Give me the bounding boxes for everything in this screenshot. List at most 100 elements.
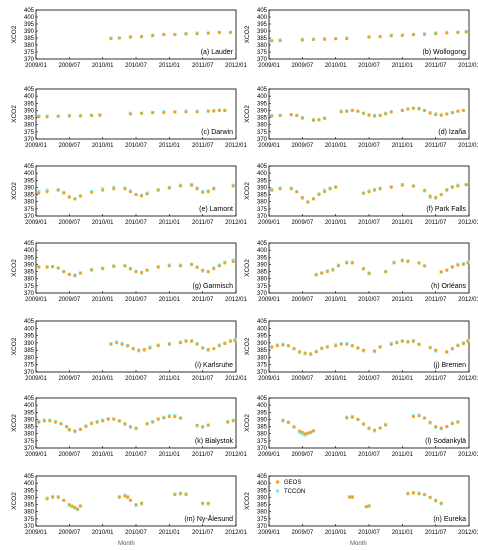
geos-point (270, 39, 274, 43)
panel-title: (k) Bialystok (195, 438, 234, 445)
x-tick-label: 2010/01 (325, 220, 347, 226)
y-tick-label: 370 (257, 57, 268, 63)
x-tick-label: 2010/01 (325, 376, 347, 382)
geos-point (117, 495, 121, 499)
geos-point (428, 420, 432, 424)
geos-point (206, 423, 210, 427)
geos-point (286, 420, 290, 424)
geos-point (320, 271, 324, 275)
geos-point (373, 188, 377, 192)
series-geos (270, 106, 465, 122)
x-tick-label: 2012/01 (225, 530, 247, 536)
geos-point (400, 108, 404, 112)
y-tick-label: 380 (24, 200, 35, 206)
geos-point (378, 113, 382, 117)
y-tick-label: 395 (24, 178, 35, 184)
geos-point (206, 270, 210, 274)
y-axis-label: XCO2 (244, 492, 251, 510)
geos-point (434, 195, 438, 199)
y-axis-label: XCO2 (11, 337, 18, 355)
geos-point (423, 264, 427, 268)
series-tccon (270, 339, 470, 357)
x-tick-label: 2010/01 (92, 452, 114, 458)
geos-point (411, 339, 415, 343)
y-tick-label: 370 (24, 137, 35, 143)
y-axis-label: XCO2 (244, 337, 251, 355)
geos-point (212, 267, 216, 271)
y-axis-label: XCO2 (11, 105, 18, 123)
geos-point (314, 350, 318, 354)
y-tick-label: 380 (257, 277, 268, 283)
geos-point (367, 190, 371, 194)
geos-point (56, 266, 60, 270)
geos-point (445, 112, 449, 116)
geos-point (417, 342, 421, 346)
geos-point (178, 416, 182, 420)
x-tick-label: 2011/01 (392, 376, 414, 382)
geos-point (140, 270, 144, 274)
geos-point (445, 188, 449, 192)
y-tick-label: 395 (24, 334, 35, 340)
x-tick-label: 2009/07 (58, 376, 80, 382)
y-tick-label: 385 (257, 36, 268, 42)
y-tick-label: 390 (24, 495, 35, 501)
x-tick-label: 2010/07 (125, 63, 147, 69)
geos-point (466, 339, 470, 343)
geos-point (450, 422, 454, 426)
geos-point (456, 30, 460, 34)
geos-point (456, 109, 460, 113)
geos-point (109, 37, 113, 41)
series-tccon (37, 414, 235, 434)
y-tick-label: 405 (257, 474, 268, 480)
geos-point (128, 425, 132, 429)
geos-point (323, 116, 327, 120)
y-tick-label: 400 (257, 171, 268, 177)
panel-title: (e) Lamont (199, 206, 233, 213)
geos-point (278, 187, 282, 191)
geos-point (345, 342, 349, 346)
geos-point (406, 260, 410, 264)
y-axis-label: XCO2 (244, 414, 251, 432)
x-tick-label: 2009/01 (25, 452, 47, 458)
geos-point (90, 113, 94, 117)
x-tick-label: 2010/07 (125, 297, 147, 303)
geos-point (345, 261, 349, 265)
y-tick-label: 405 (24, 164, 35, 170)
geos-point (137, 348, 141, 352)
geos-point (361, 191, 365, 195)
geos-point (270, 114, 274, 118)
geos-point (190, 339, 194, 343)
geos-point (101, 419, 105, 423)
x-tick-label: 2012/01 (458, 452, 478, 458)
geos-point (434, 348, 438, 352)
geos-point (411, 415, 415, 419)
x-tick-label: 2011/01 (159, 452, 181, 458)
y-tick-label: 400 (24, 94, 35, 100)
y-axis-label: XCO2 (244, 182, 251, 200)
geos-point (456, 344, 460, 348)
y-tick-label: 370 (24, 370, 35, 376)
geos-point (300, 195, 304, 199)
geos-point (67, 503, 71, 507)
x-tick-label: 2009/01 (258, 297, 280, 303)
y-tick-label: 375 (24, 284, 35, 290)
geos-point (90, 422, 94, 426)
x-tick-label: 2010/07 (125, 452, 147, 458)
geos-point (233, 339, 237, 343)
y-tick-label: 380 (24, 355, 35, 361)
geos-point (367, 504, 371, 508)
y-tick-label: 395 (24, 488, 35, 494)
geos-point (217, 264, 221, 268)
geos-point (323, 190, 327, 194)
x-tick-label: 2009/01 (258, 376, 280, 382)
y-tick-label: 390 (24, 29, 35, 35)
x-tick-label: 2010/07 (358, 143, 380, 149)
geos-point (226, 420, 230, 424)
geos-point (306, 200, 310, 204)
geos-point (56, 188, 60, 192)
y-tick-label: 375 (257, 517, 268, 523)
